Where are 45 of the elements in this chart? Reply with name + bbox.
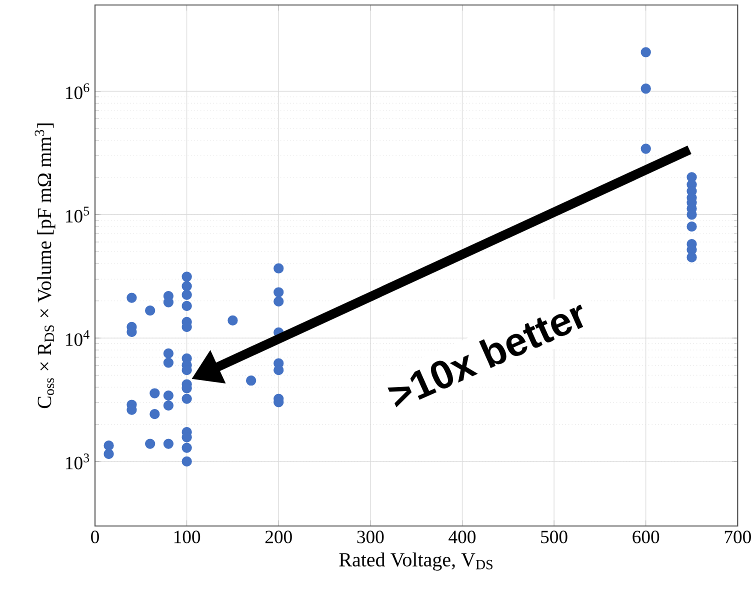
x-axis-title: Rated Voltage, V$_{DS}$ (339, 552, 492, 571)
annotation: >10x better (388, 304, 584, 408)
point (182, 290, 192, 300)
point (182, 272, 192, 282)
point (274, 287, 284, 298)
y-tick-label: 10$^{6}$ (66, 83, 90, 100)
point (145, 305, 156, 316)
point (640, 47, 651, 58)
point (163, 438, 174, 449)
point (182, 442, 192, 453)
point (182, 394, 192, 404)
point (640, 144, 651, 154)
x-tick-label: 700 (724, 530, 751, 544)
x-tick-label: 300 (357, 530, 384, 544)
point (145, 438, 156, 449)
point (274, 296, 284, 307)
x-tick-label: 400 (448, 530, 476, 544)
y-axis-title: C$_{oss}$ × R$_{DS}$ × Volume [pF mΩ mm$^{3}$] (34, 124, 56, 408)
y-tick-label: 10$^{4}$ (66, 330, 90, 346)
point (182, 456, 192, 467)
x-tick-label: 200 (265, 530, 292, 544)
x-tick-label: 0 (91, 530, 99, 544)
point (686, 222, 697, 232)
x-tick-label: 600 (632, 530, 660, 544)
point (228, 315, 238, 326)
point (150, 388, 160, 398)
y-tick-label: 10$^{3}$ (66, 454, 90, 470)
point (163, 400, 174, 411)
y-tick-label: 10$^{5}$ (66, 206, 90, 223)
point (686, 252, 697, 262)
point (104, 448, 114, 460)
point (182, 300, 192, 312)
point (150, 409, 160, 420)
point (163, 390, 174, 401)
point (163, 358, 174, 368)
point (163, 348, 174, 359)
point (104, 440, 114, 451)
point (246, 376, 256, 386)
point (274, 263, 284, 274)
point (126, 292, 137, 303)
x-tick-label: 100 (174, 530, 200, 544)
point (182, 281, 192, 292)
x-tick-label: 500 (541, 530, 568, 544)
point (640, 84, 651, 94)
point (274, 365, 284, 376)
